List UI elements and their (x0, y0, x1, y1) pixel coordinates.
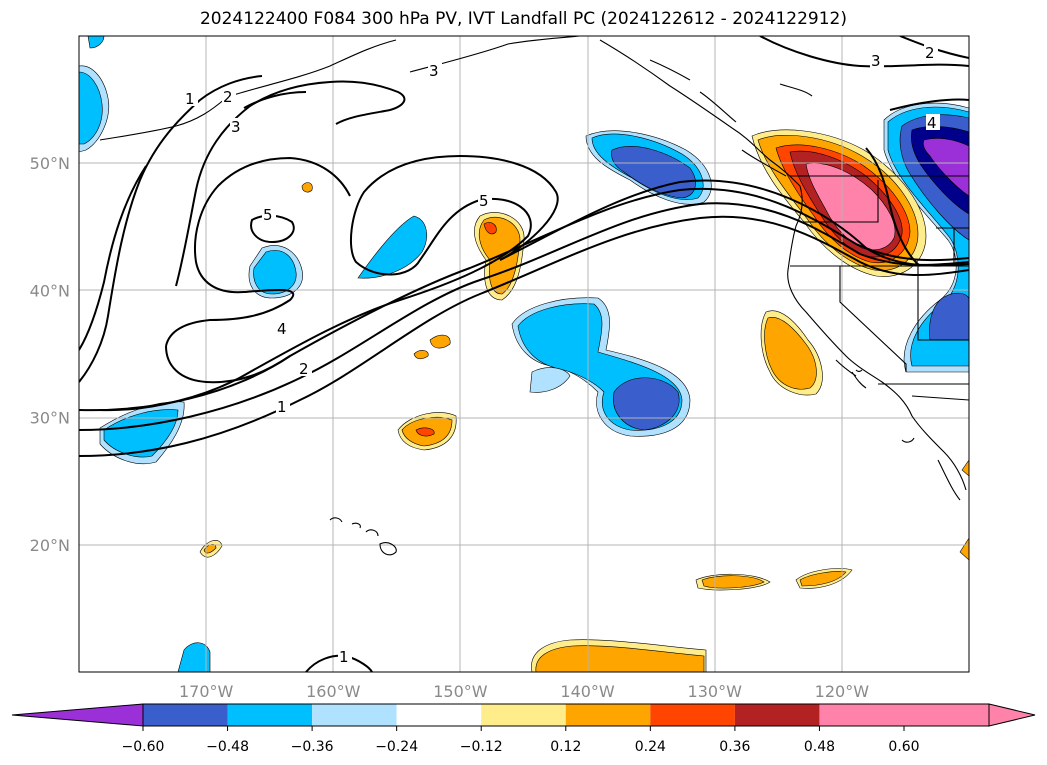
colorbar-segment (481, 704, 566, 726)
colorbar-tick-label: −0.24 (375, 739, 418, 755)
colorbar (11, 703, 1036, 727)
colorbar-tick-labels: −0.60 −0.48 −0.36 −0.24 −0.12 0.12 0.24 0.36 0.4… (122, 726, 920, 755)
map-title: 2024122400 F084 300 hPa PV, IVT Landfall… (199, 9, 847, 29)
positive-ivt-shading (199, 129, 969, 672)
pv-contours (79, 36, 969, 672)
colorbar-segment (904, 704, 989, 726)
colorbar-extend-min (11, 703, 144, 727)
contour-label: 2 (299, 360, 309, 378)
contour-label: 3 (429, 62, 439, 80)
contour-label: 1 (185, 90, 195, 108)
colorbar-segment (396, 704, 482, 726)
contour-label: 4 (277, 320, 287, 338)
map-plot-area: 1 2 3 5 5 4 2 1 3 2 3 4 1 (79, 36, 969, 672)
contour-label: 5 (263, 206, 273, 224)
colorbar-tick-label: 0.24 (635, 739, 666, 755)
contour-label: 2 (925, 44, 935, 62)
latitude-labels: 20°N 30°N 40°N 50°N (30, 154, 70, 555)
longitude-label: 130°W (688, 682, 743, 701)
longitude-label: 160°W (306, 682, 361, 701)
colorbar-tick-label: 0.60 (888, 739, 919, 755)
colorbar-segment (819, 704, 904, 726)
colorbar-tick-label: 0.36 (719, 739, 750, 755)
colorbar-tick-label: 0.48 (804, 739, 835, 755)
coastlines (99, 36, 969, 556)
colorbar-tick-label: 0.12 (550, 739, 581, 755)
longitude-label: 120°W (815, 682, 870, 701)
longitude-label: 140°W (560, 682, 615, 701)
longitude-label: 170°W (179, 682, 234, 701)
gridlines (79, 36, 969, 672)
longitude-labels: 170°W 160°W 150°W 140°W 130°W 120°W (179, 682, 869, 701)
negative-ivt-shading (79, 36, 969, 672)
latitude-label: 20°N (30, 536, 70, 555)
colorbar-segment (227, 704, 313, 726)
colorbar-segment (565, 704, 651, 726)
latitude-label: 30°N (30, 409, 70, 428)
contour-label: 2 (223, 88, 233, 106)
contour-label: 5 (479, 192, 489, 210)
map-frame (78, 35, 970, 673)
colorbar-segment (734, 704, 820, 726)
colorbar-tick-label: −0.36 (291, 739, 334, 755)
colorbar-segment (650, 704, 735, 726)
colorbar-tick-label: −0.48 (206, 739, 249, 755)
contour-label: 3 (231, 118, 241, 136)
contour-label: 3 (871, 52, 881, 70)
colorbar-tick-label: −0.60 (122, 739, 165, 755)
contour-label: 4 (927, 114, 937, 132)
latitude-label: 50°N (30, 154, 70, 173)
colorbar-segment (143, 704, 228, 726)
pv-contour-labels: 1 2 3 5 5 4 2 1 3 2 3 4 1 (184, 44, 940, 666)
latitude-label: 40°N (30, 281, 70, 300)
contour-label: 1 (339, 648, 349, 666)
colorbar-segment (312, 704, 397, 726)
colorbar-tick-label: −0.12 (460, 739, 503, 755)
colorbar-extend-max (988, 703, 1036, 727)
longitude-label: 150°W (433, 682, 488, 701)
contour-label: 1 (277, 398, 287, 416)
